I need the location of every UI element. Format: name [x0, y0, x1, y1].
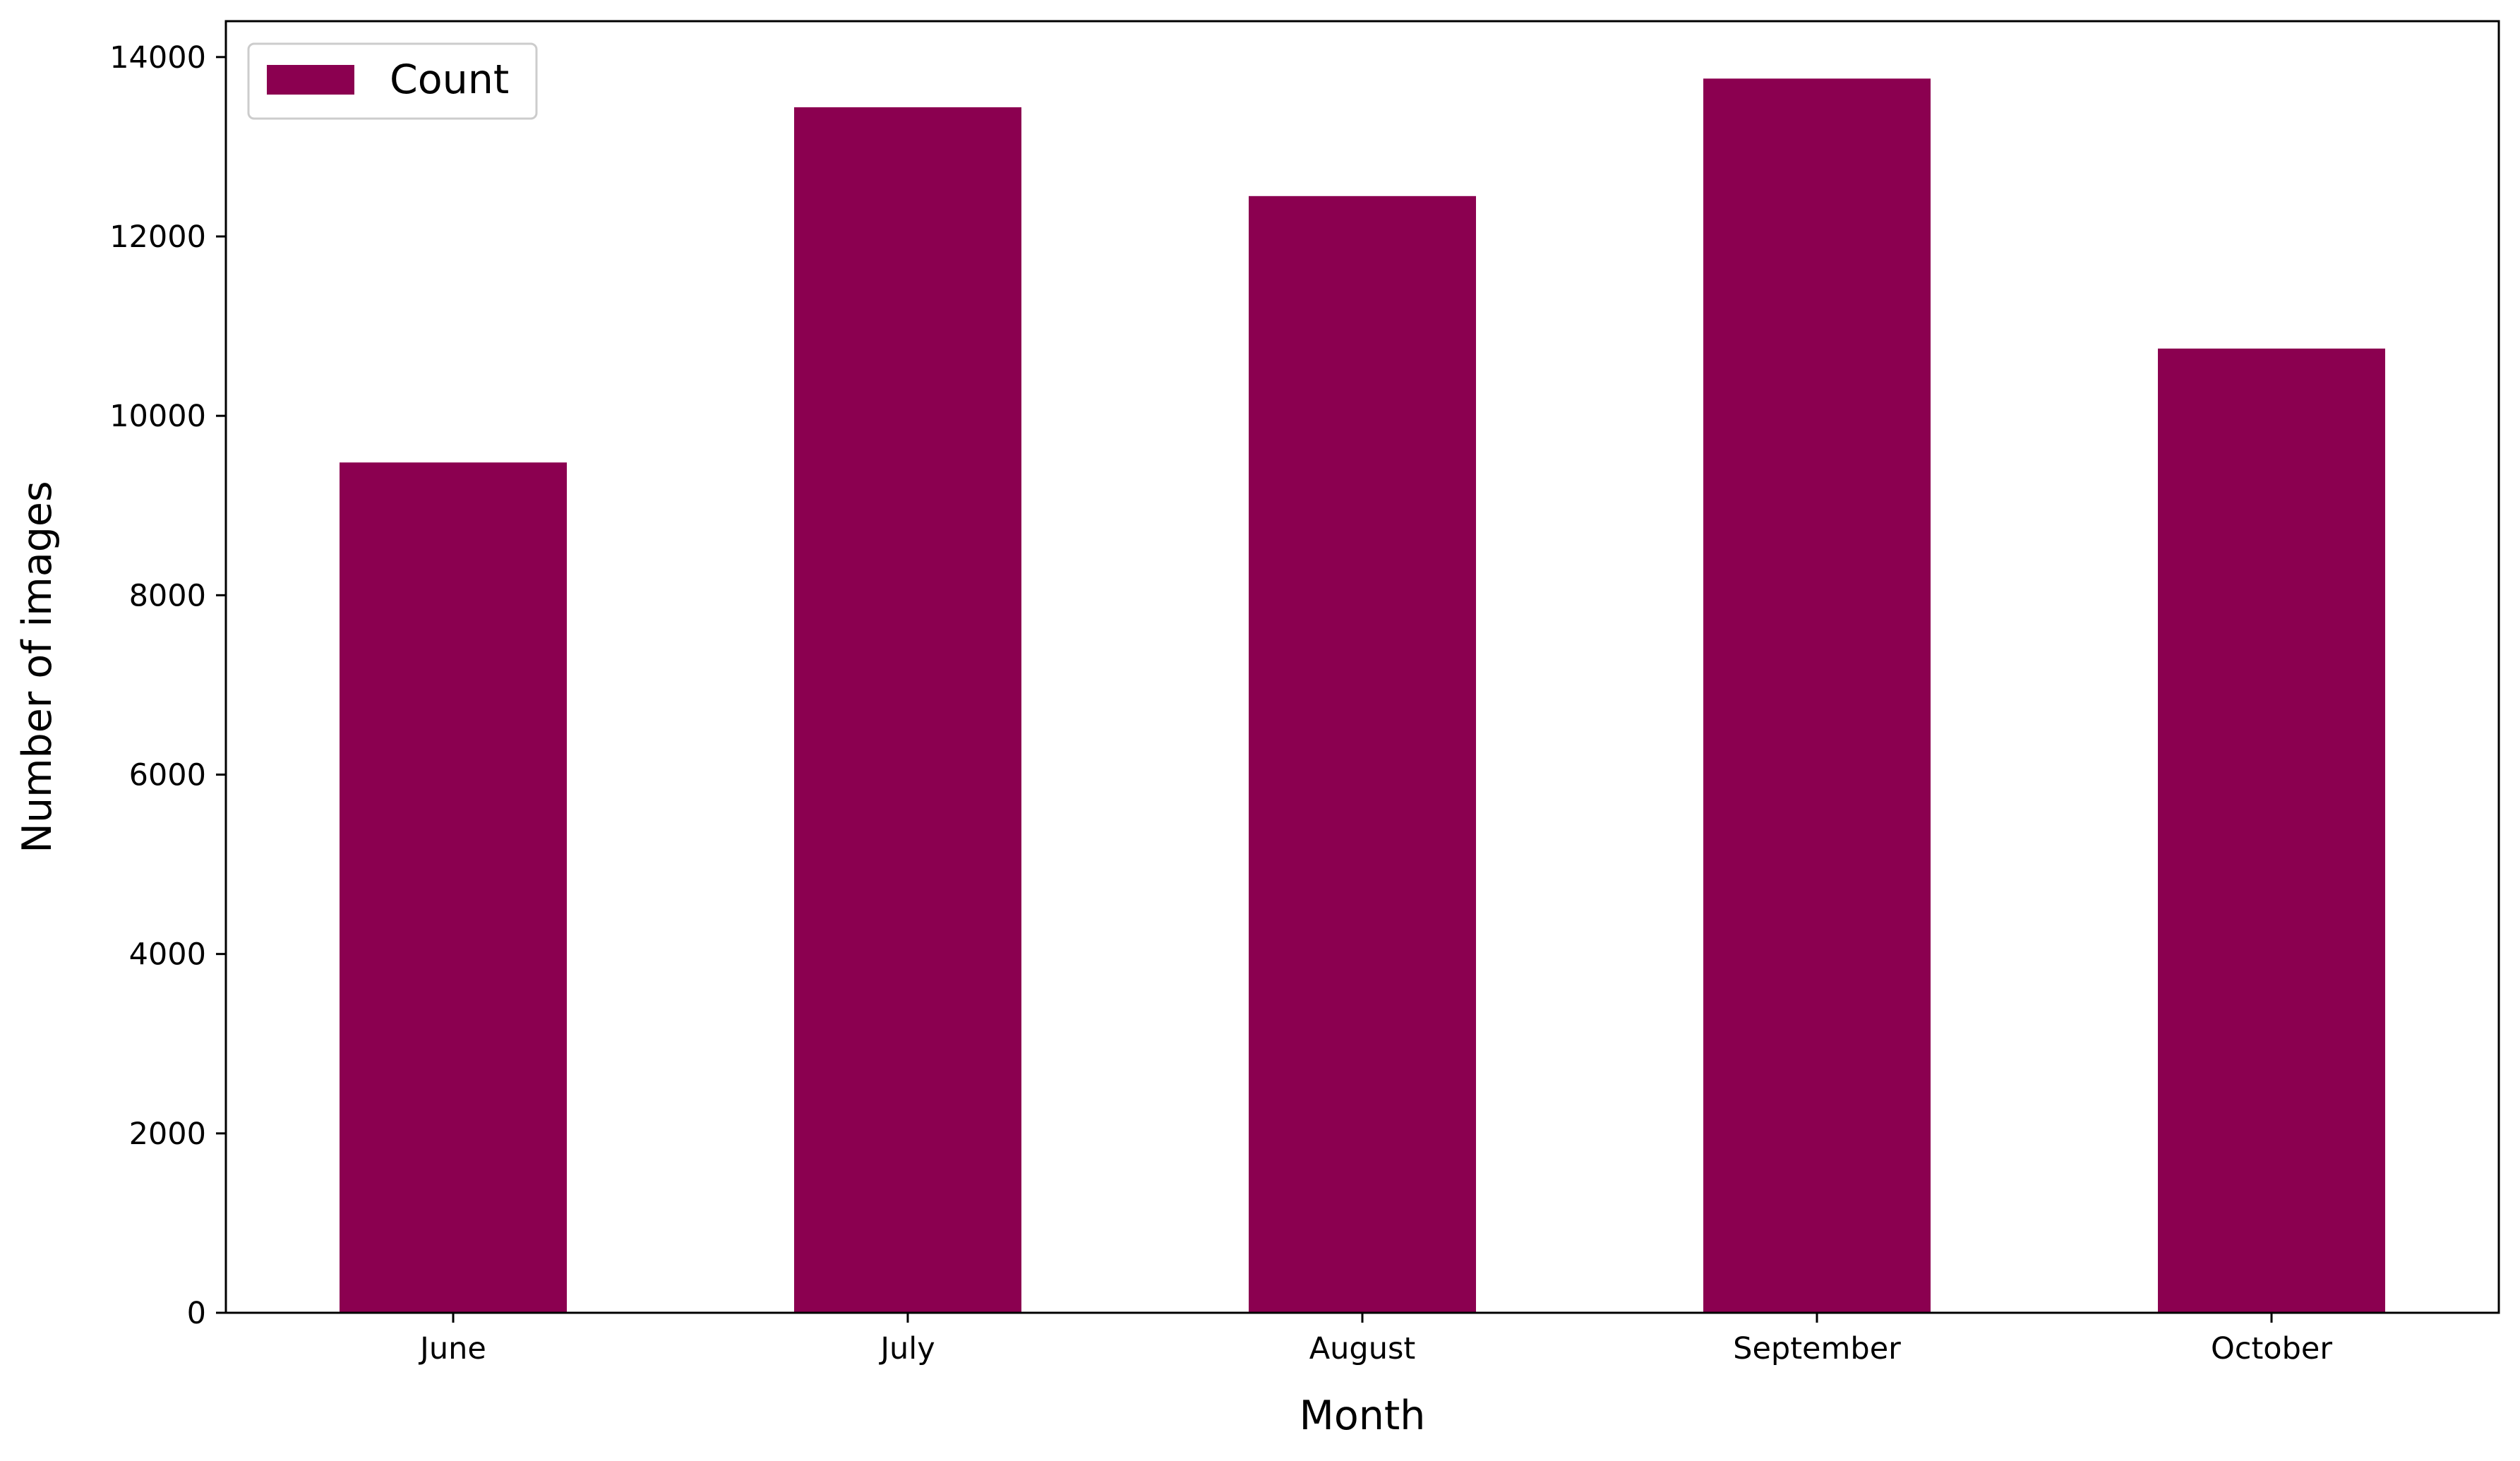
- x-tick-label: July: [878, 1331, 935, 1366]
- bar-july: [794, 107, 1021, 1313]
- bar-october: [2158, 348, 2385, 1313]
- plot-area-frame: [224, 20, 2500, 1314]
- x-tick-label: October: [2211, 1331, 2332, 1366]
- y-tick-label: 0: [187, 1296, 206, 1331]
- bar-september: [1703, 78, 1931, 1313]
- x-tick-label: September: [1733, 1331, 1901, 1366]
- y-tick-label: 14000: [109, 40, 206, 76]
- y-tick-label: 10000: [109, 399, 206, 434]
- x-tick-label: June: [418, 1331, 486, 1366]
- y-tick-label: 4000: [129, 937, 206, 973]
- bar-august: [1249, 196, 1476, 1313]
- x-tick-label: August: [1309, 1331, 1415, 1366]
- y-tick-label: 6000: [129, 758, 206, 793]
- x-axis-ticks: June July August September October: [418, 1313, 2332, 1366]
- x-axis-title: Month: [1300, 1393, 1426, 1439]
- legend-label: Count: [390, 56, 509, 103]
- legend: Count: [247, 42, 538, 120]
- y-tick-label: 12000: [109, 220, 206, 255]
- legend-frame: [247, 42, 538, 120]
- y-tick-label: 8000: [129, 578, 206, 613]
- legend-swatch: [267, 65, 354, 95]
- bars-group: [340, 78, 2385, 1313]
- y-tick-label: 2000: [129, 1117, 206, 1152]
- y-axis-ticks: 0 2000 4000 6000 8000 10000 12000 14000: [109, 40, 226, 1331]
- bar-june: [340, 462, 567, 1313]
- y-axis-title: Number of images: [14, 481, 61, 853]
